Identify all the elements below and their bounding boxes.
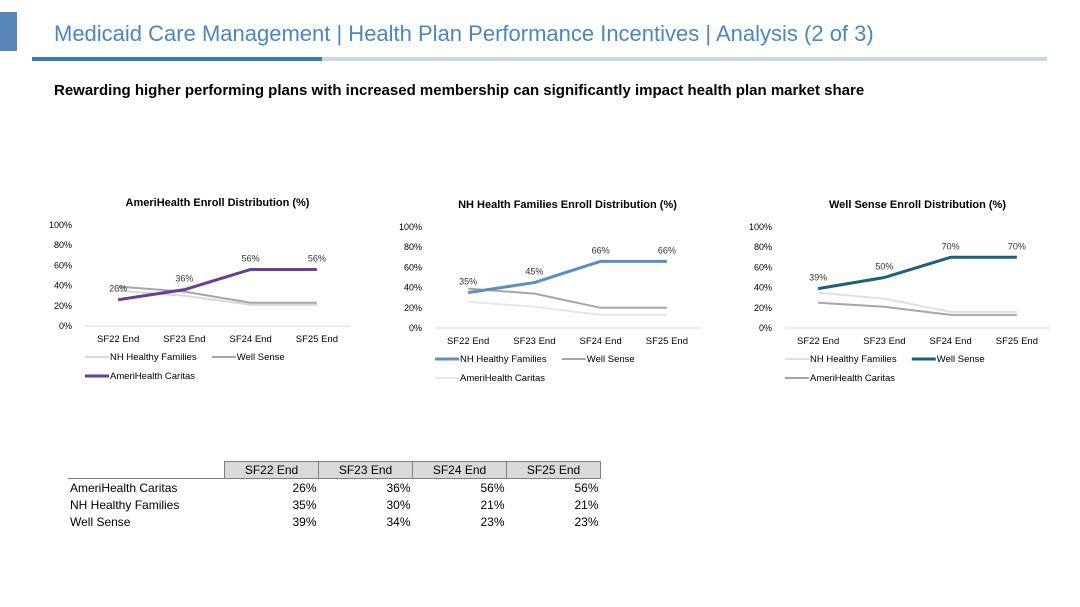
x-tick-label: SF22 End: [797, 336, 839, 347]
y-tick-label: 80%: [404, 242, 422, 252]
y-tick-label: 40%: [404, 283, 422, 293]
series-line: [468, 300, 667, 316]
page-subtitle: Rewarding higher performing plans with i…: [54, 82, 865, 99]
series-line: [817, 255, 1017, 291]
data-label: 35%: [459, 277, 477, 287]
data-label: 45%: [525, 267, 543, 277]
y-tick-label: 60%: [404, 262, 422, 272]
table-corner: [68, 462, 225, 479]
table-col-header: SF22 End: [224, 461, 319, 479]
legend-label: Well Sense: [587, 354, 635, 365]
data-table: SF22 End SF23 End SF24 End SF25 End Amer…: [68, 461, 601, 530]
legend-label: NH Healthy Families: [110, 352, 197, 363]
data-label: 66%: [658, 245, 676, 255]
chart-title: AmeriHealth Enroll Distribution (%): [126, 197, 310, 209]
table-cell: 21%: [480, 497, 505, 512]
title-underline-accent: [32, 57, 322, 61]
x-tick-label: SF25 End: [996, 336, 1038, 347]
legend-label: AmeriHealth Caritas: [110, 371, 195, 382]
legend-label: AmeriHealth Caritas: [810, 373, 895, 384]
data-label: 36%: [175, 274, 193, 284]
table-col-header: SF23 End: [318, 461, 413, 479]
y-tick-label: 60%: [54, 260, 72, 270]
table-cell: 39%: [292, 514, 317, 529]
table-cell: 56%: [506, 478, 601, 496]
y-tick-label: 40%: [54, 281, 72, 291]
table-col-header: SF25 End: [506, 461, 601, 479]
series-line: [118, 285, 317, 304]
table-row: Well Sense 39% 34% 23% 23%: [68, 513, 601, 530]
table-cell: 56%: [412, 478, 507, 496]
chart-title: Well Sense Enroll Distribution (%): [829, 199, 1006, 211]
x-tick-label: SF23 End: [163, 334, 205, 345]
y-tick-label: 100%: [749, 222, 772, 232]
table-header-row: SF22 End SF23 End SF24 End SF25 End: [68, 461, 601, 479]
y-tick-label: 100%: [49, 220, 72, 230]
x-tick-label: SF25 End: [646, 336, 688, 347]
chart-nh-health-families-distribution: NH Health Families Enroll Distribution (…: [399, 199, 700, 384]
data-label: 26%: [109, 284, 127, 294]
series-line: [117, 267, 317, 302]
legend-label: NH Healthy Families: [460, 354, 547, 365]
series-line: [467, 259, 667, 295]
x-tick-label: SF22 End: [97, 334, 139, 345]
data-label: 56%: [308, 253, 326, 263]
table-cell: 23%: [574, 514, 599, 529]
data-label: 39%: [809, 273, 827, 283]
title-underline: [322, 57, 1047, 61]
table-cell: 26%: [224, 478, 319, 496]
y-tick-label: 0%: [59, 321, 72, 331]
data-label: 70%: [942, 241, 960, 251]
table-row-label: AmeriHealth Caritas: [68, 478, 225, 496]
legend-label: Well Sense: [237, 352, 285, 363]
data-label: 50%: [875, 262, 893, 272]
table-col-header: SF24 End: [412, 461, 507, 479]
table-row-label: NH Healthy Families: [70, 497, 180, 512]
table-row: NH Healthy Families 35% 30% 21% 21%: [68, 496, 601, 513]
series-line: [818, 291, 1017, 313]
table-cell: 36%: [318, 478, 413, 496]
x-tick-label: SF23 End: [513, 336, 555, 347]
chart-well-sense-distribution: Well Sense Enroll Distribution (%) 0% 20% 4…: [749, 199, 1050, 384]
y-tick-label: 100%: [399, 222, 422, 232]
legend-label: NH Healthy Families: [810, 354, 897, 365]
page-title: Medicaid Care Management | Health Plan P…: [54, 21, 874, 46]
y-tick-label: 40%: [754, 283, 772, 293]
y-tick-label: 20%: [54, 301, 72, 311]
data-label: 66%: [592, 245, 610, 255]
table-cell: 35%: [292, 497, 317, 512]
x-tick-label: SF24 End: [930, 336, 972, 347]
x-tick-label: SF23 End: [863, 336, 905, 347]
chart-title: NH Health Families Enroll Distribution (…: [458, 199, 677, 211]
x-tick-label: SF25 End: [296, 334, 338, 345]
series-line: [468, 287, 667, 309]
accent-tab: [0, 12, 17, 51]
x-tick-label: SF24 End: [580, 336, 622, 347]
x-tick-label: SF24 End: [230, 334, 272, 345]
y-tick-label: 20%: [754, 303, 772, 313]
legend-label: Well Sense: [937, 354, 985, 365]
table-row-label: Well Sense: [70, 514, 131, 529]
table-cell: 30%: [386, 497, 411, 512]
table-cell: 21%: [574, 497, 599, 512]
y-tick-label: 0%: [409, 323, 422, 333]
y-tick-label: 80%: [754, 242, 772, 252]
table-row: AmeriHealth Caritas 26% 36% 56% 56%: [68, 478, 601, 496]
data-label: 70%: [1008, 241, 1026, 251]
x-tick-label: SF22 End: [447, 336, 489, 347]
y-tick-label: 60%: [754, 262, 772, 272]
chart-amerihealth-distribution: AmeriHealth Enroll Distribution (%) 0% 20%…: [49, 197, 350, 382]
table-cell: 23%: [480, 514, 505, 529]
table-cell: 34%: [386, 514, 411, 529]
y-tick-label: 0%: [759, 323, 772, 333]
series-line: [818, 301, 1017, 316]
data-label: 56%: [242, 253, 260, 263]
legend-label: AmeriHealth Caritas: [460, 373, 545, 384]
y-tick-label: 80%: [54, 240, 72, 250]
y-tick-label: 20%: [404, 303, 422, 313]
